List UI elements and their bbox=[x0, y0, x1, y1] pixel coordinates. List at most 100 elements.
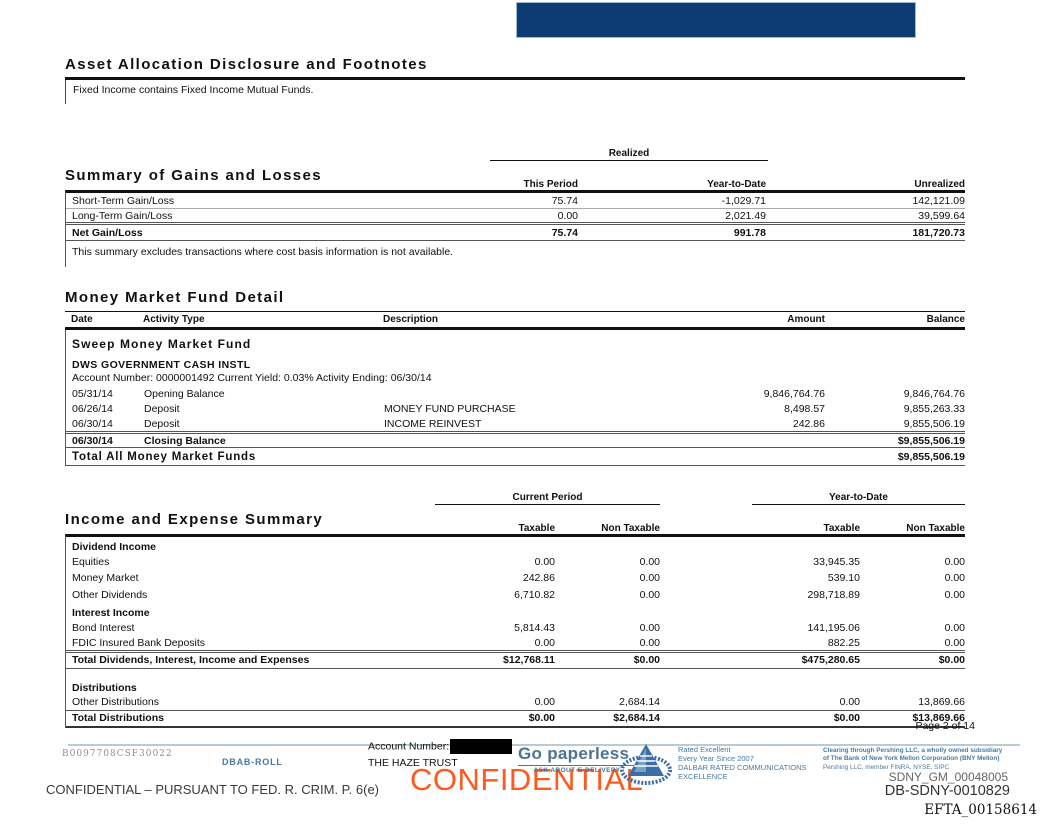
form-code: B0097708CSF30022 bbox=[62, 749, 173, 759]
fund-name: DWS GOVERNMENT CASH INSTL bbox=[72, 359, 251, 371]
row-label: Total Distributions bbox=[72, 712, 164, 725]
total-balance: $9,855,506.19 bbox=[897, 450, 965, 463]
cell-value: 298,718.89 bbox=[807, 588, 860, 601]
cell-value: $0.00 bbox=[633, 654, 660, 667]
realized-group-header: Realized bbox=[490, 148, 768, 161]
money-market-title: Money Market Fund Detail bbox=[65, 289, 285, 306]
cell-value: -1,029.71 bbox=[721, 194, 766, 207]
group-current-period: Current Period bbox=[435, 492, 660, 505]
cell-value: $475,280.65 bbox=[801, 654, 860, 667]
cell-value: $0.00 bbox=[528, 712, 555, 725]
go-paperless-title: Go paperless bbox=[518, 744, 630, 763]
cell-amount: 9,846,764.76 bbox=[763, 387, 825, 400]
cell-balance: 9,855,263.33 bbox=[903, 402, 965, 415]
column-date: Date bbox=[71, 314, 93, 325]
closing-balance-row: 06/30/14 Closing Balance $9,855,506.19 bbox=[66, 431, 965, 448]
fund-group-header: Sweep Money Market Fund bbox=[72, 337, 252, 351]
cell-activity: Opening Balance bbox=[144, 387, 225, 400]
cell-value: 0.00 bbox=[557, 209, 578, 222]
cell-value: 13,869.66 bbox=[918, 696, 965, 709]
statement-page: Asset Allocation Disclosure and Footnote… bbox=[65, 56, 965, 728]
cell-value: $13,869.66 bbox=[912, 712, 965, 725]
gains-losses-columns: This Period Year-to-Date Unrealized bbox=[65, 179, 965, 190]
pershing-line: Pershing LLC, member FINRA, NYSE, SIPC bbox=[823, 764, 950, 771]
cell-value: 0.00 bbox=[944, 621, 965, 634]
cell-activity: Deposit bbox=[144, 417, 180, 430]
column-amount: Amount bbox=[787, 314, 825, 325]
section-money-market: Money Market Fund Detail Date Activity T… bbox=[65, 289, 965, 466]
dalbar-line: EXCELLENCE bbox=[678, 772, 728, 781]
taxable-column-headers: Taxable Non Taxable Taxable Non Taxable bbox=[65, 523, 966, 534]
table-row: Equities 0.00 0.00 33,945.35 0.00 bbox=[66, 554, 965, 571]
cell-value: 0.00 bbox=[534, 636, 555, 649]
total-label: Total All Money Market Funds bbox=[72, 450, 257, 463]
period-group-headers: Current Period Year-to-Date bbox=[65, 492, 965, 505]
total-row: Total Distributions $0.00 $2,684.14 $0.0… bbox=[66, 711, 965, 728]
cell-value: 539.10 bbox=[827, 572, 860, 585]
cell-value: 5,814.43 bbox=[514, 621, 555, 634]
income-expense-title: Income and Expense Summary bbox=[65, 511, 324, 528]
row-label: Net Gain/Loss bbox=[72, 226, 143, 239]
pershing-disclosure: Clearing through Pershing LLC, a wholly … bbox=[823, 747, 1028, 772]
cell-value: 882.25 bbox=[827, 636, 860, 649]
row-label: FDIC Insured Bank Deposits bbox=[72, 636, 206, 649]
table-row: FDIC Insured Bank Deposits 0.00 0.00 882… bbox=[66, 636, 965, 653]
section-header-row: Distributions bbox=[66, 678, 965, 695]
dbab-roll-label: DBAB-ROLL bbox=[222, 757, 283, 767]
column-taxable-cp: Taxable bbox=[518, 523, 556, 534]
cell-amount: 242.86 bbox=[792, 417, 825, 430]
cell-value: 991.78 bbox=[733, 226, 766, 239]
cell-value: 141,195.06 bbox=[807, 621, 860, 634]
section-asset-allocation: Asset Allocation Disclosure and Footnote… bbox=[65, 56, 965, 104]
cell-date: 06/30/14 bbox=[72, 434, 113, 447]
cell-value: 0.00 bbox=[534, 696, 555, 709]
cell-activity: Closing Balance bbox=[144, 434, 226, 447]
income-expense-header: Income and Expense Summary Current Perio… bbox=[65, 492, 965, 534]
cell-amount: 8,498.57 bbox=[784, 402, 825, 415]
cell-value: 39,599.64 bbox=[918, 209, 965, 222]
cell-date: 05/31/14 bbox=[72, 387, 113, 400]
account-number-redaction bbox=[450, 739, 513, 754]
cell-value: $0.00 bbox=[938, 654, 965, 667]
money-market-total-row: Total All Money Market Funds $9,855,506.… bbox=[66, 448, 965, 466]
cell-value: $0.00 bbox=[833, 712, 860, 725]
cell-value: 75.74 bbox=[551, 194, 578, 207]
pershing-line: Clearing through Pershing LLC, a wholly … bbox=[823, 747, 1003, 754]
gains-losses-title: Summary of Gains and Losses bbox=[65, 167, 323, 184]
cell-value: 0.00 bbox=[944, 572, 965, 585]
row-label: Short-Term Gain/Loss bbox=[72, 194, 175, 207]
cell-value: 0.00 bbox=[944, 555, 965, 568]
cell-value: 0.00 bbox=[639, 588, 660, 601]
account-block: Account Number: THE HAZE TRUST bbox=[368, 739, 513, 769]
cell-value: 0.00 bbox=[534, 555, 555, 568]
dalbar-line: Every Year Since 2007 bbox=[678, 754, 754, 763]
column-nontaxable-cp: Non Taxable bbox=[601, 523, 660, 534]
asset-allocation-title: Asset Allocation Disclosure and Footnote… bbox=[65, 56, 965, 80]
bates-efta: EFTA_00158614 bbox=[924, 802, 1037, 818]
section-header-row: Dividend Income bbox=[66, 537, 965, 554]
table-row: Long-Term Gain/Loss 0.00 2,021.49 39,599… bbox=[66, 209, 965, 225]
gains-losses-header: Summary of Gains and Losses Realized Thi… bbox=[65, 148, 965, 190]
table-row: Other Dividends 6,710.82 0.00 298,718.89… bbox=[66, 587, 965, 604]
cell-balance: 9,846,764.76 bbox=[903, 387, 965, 400]
cell-balance: $9,855,506.19 bbox=[897, 434, 965, 447]
cell-value: $2,684.14 bbox=[613, 712, 660, 725]
row-label: Bond Interest bbox=[72, 621, 135, 634]
table-row: 06/30/14 Deposit INCOME REINVEST 242.86 … bbox=[66, 416, 965, 431]
redaction-bar bbox=[516, 2, 916, 38]
asset-allocation-footnote: Fixed Income contains Fixed Income Mutua… bbox=[65, 80, 965, 104]
cell-value: 0.00 bbox=[839, 696, 860, 709]
column-unrealized: Unrealized bbox=[914, 179, 965, 190]
section-gains-losses: Summary of Gains and Losses Realized Thi… bbox=[65, 148, 965, 267]
dalbar-logo-icon bbox=[620, 744, 672, 785]
gains-losses-footnote: This summary excludes transactions where… bbox=[72, 246, 454, 258]
account-number-label: Account Number: bbox=[368, 740, 450, 753]
pershing-line: of The Bank of New York Mellon Corporati… bbox=[823, 754, 1000, 762]
cell-balance: 9,855,506.19 bbox=[903, 417, 965, 430]
cell-value: 0.00 bbox=[944, 636, 965, 649]
table-row: Short-Term Gain/Loss 75.74 -1,029.71 142… bbox=[66, 193, 965, 209]
cell-value: 0.00 bbox=[639, 572, 660, 585]
cell-value: 0.00 bbox=[639, 636, 660, 649]
row-label: Interest Income bbox=[72, 606, 150, 619]
cell-value: 33,945.35 bbox=[813, 555, 860, 568]
